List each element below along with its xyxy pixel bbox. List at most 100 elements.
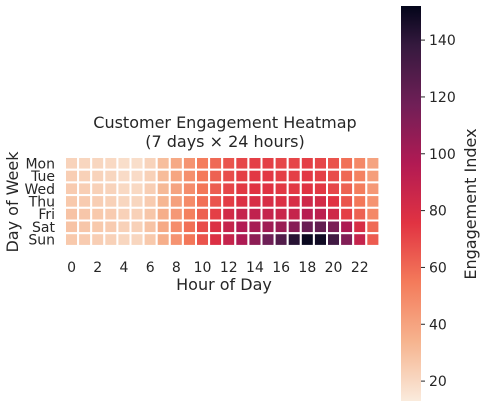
heatmap-cell-mon-12 bbox=[221, 156, 237, 171]
heatmap-cell-wed-15 bbox=[260, 181, 276, 197]
heatmap-cell-wed-21 bbox=[339, 181, 355, 197]
x-tick-label-22: 22 bbox=[351, 260, 369, 276]
colorbar-tick-label-140: 140 bbox=[429, 33, 456, 49]
heatmap-cell-sat-11 bbox=[208, 219, 224, 235]
heatmap-cell-wed-20 bbox=[326, 181, 342, 197]
heatmap-cell-tue-0 bbox=[64, 168, 80, 184]
heatmap-cell-tue-12 bbox=[221, 168, 237, 184]
heatmap-cell-sun-6 bbox=[142, 232, 158, 247]
heatmap-cell-thu-11 bbox=[208, 194, 224, 209]
heatmap-cell-wed-5 bbox=[129, 181, 145, 197]
colorbar-tick-label-100: 100 bbox=[429, 147, 456, 163]
x-tick-label-20: 20 bbox=[325, 260, 343, 276]
heatmap-cell-wed-8 bbox=[168, 181, 184, 197]
heatmap-cell-wed-3 bbox=[103, 181, 119, 197]
heatmap-cell-wed-10 bbox=[195, 181, 211, 197]
heatmap-cell-thu-10 bbox=[195, 194, 211, 209]
x-tick-label-6: 6 bbox=[146, 260, 155, 276]
heatmap-cell-tue-15 bbox=[260, 168, 276, 184]
heatmap-cell-thu-17 bbox=[286, 194, 302, 209]
heatmap-cell-sat-23 bbox=[365, 219, 381, 235]
heatmap-cell-thu-4 bbox=[116, 194, 132, 209]
heatmap-cell-wed-16 bbox=[273, 181, 289, 197]
heatmap-cell-sat-13 bbox=[234, 219, 250, 235]
y-tick-label-mon: Mon bbox=[25, 156, 55, 172]
heatmap-cell-wed-9 bbox=[181, 181, 197, 197]
x-tick-label-8: 8 bbox=[172, 260, 181, 276]
heatmap-cell-wed-19 bbox=[312, 181, 328, 197]
x-tick-label-16: 16 bbox=[272, 260, 290, 276]
heatmap-cell-mon-2 bbox=[90, 156, 106, 171]
x-tick-label-14: 14 bbox=[246, 260, 264, 276]
heatmap-cell-wed-1 bbox=[77, 181, 93, 197]
heatmap-cell-sat-19 bbox=[312, 219, 328, 235]
heatmap-cell-sat-15 bbox=[260, 219, 276, 235]
heatmap-cell-mon-5 bbox=[129, 156, 145, 171]
heatmap-cell-mon-23 bbox=[365, 156, 381, 171]
heatmap-cell-thu-6 bbox=[142, 194, 158, 209]
heatmap-cell-sun-7 bbox=[155, 232, 171, 247]
heatmap-cell-tue-20 bbox=[326, 168, 342, 184]
heatmap-cell-thu-2 bbox=[90, 194, 106, 209]
heatmap-cell-tue-19 bbox=[312, 168, 328, 184]
y-tick-label-tue: Tue bbox=[30, 169, 55, 185]
heatmap-cell-tue-6 bbox=[142, 168, 158, 184]
heatmap-cell-tue-16 bbox=[273, 168, 289, 184]
heatmap-cell-sun-22 bbox=[352, 232, 368, 247]
heatmap-cell-tue-9 bbox=[181, 168, 197, 184]
heatmap-cell-sun-8 bbox=[168, 232, 184, 247]
y-tick-label-thu: Thu bbox=[28, 194, 55, 210]
heatmap-cell-tue-21 bbox=[339, 168, 355, 184]
x-tick-label-4: 4 bbox=[119, 260, 128, 276]
colorbar-tick-label-60: 60 bbox=[429, 260, 447, 276]
heatmap-cell-mon-20 bbox=[326, 156, 342, 171]
heatmap-cell-mon-13 bbox=[234, 156, 250, 171]
heatmap-cell-sun-11 bbox=[208, 232, 224, 247]
heatmap-cell-sun-18 bbox=[299, 232, 315, 247]
heatmap-cell-fri-3 bbox=[103, 206, 119, 222]
y-axis-label: Day of Week bbox=[3, 151, 22, 253]
heatmap-cell-fri-14 bbox=[247, 206, 263, 222]
heatmap-cell-tue-4 bbox=[116, 168, 132, 184]
heatmap-cell-fri-2 bbox=[90, 206, 106, 222]
heatmap-cell-sun-14 bbox=[247, 232, 263, 247]
heatmap-cell-tue-7 bbox=[155, 168, 171, 184]
y-tick-label-sat: Sat bbox=[32, 220, 55, 236]
heatmap-cell-fri-5 bbox=[129, 206, 145, 222]
chart-subtitle: (7 days × 24 hours) bbox=[145, 132, 305, 151]
heatmap-cell-thu-0 bbox=[64, 194, 80, 209]
heatmap-cell-wed-0 bbox=[64, 181, 80, 197]
heatmap-cell-fri-13 bbox=[234, 206, 250, 222]
heatmap-cell-sun-9 bbox=[181, 232, 197, 247]
heatmap-cell-tue-10 bbox=[195, 168, 211, 184]
heatmap-cell-tue-18 bbox=[299, 168, 315, 184]
heatmap-cell-sat-22 bbox=[352, 219, 368, 235]
heatmap-cell-sun-16 bbox=[273, 232, 289, 247]
heatmap-cell-sat-14 bbox=[247, 219, 263, 235]
chart-title: Customer Engagement Heatmap bbox=[93, 113, 356, 132]
heatmap-cell-sat-8 bbox=[168, 219, 184, 235]
heatmap-cell-sat-6 bbox=[142, 219, 158, 235]
heatmap-cell-tue-23 bbox=[365, 168, 381, 184]
heatmap-cell-sat-0 bbox=[64, 219, 80, 235]
heatmap-cell-thu-3 bbox=[103, 194, 119, 209]
heatmap-cell-thu-20 bbox=[326, 194, 342, 209]
heatmap-cell-tue-2 bbox=[90, 168, 106, 184]
heatmap-cell-sun-5 bbox=[129, 232, 145, 247]
colorbar-tick-label-80: 80 bbox=[429, 204, 447, 220]
heatmap-cell-tue-3 bbox=[103, 168, 119, 184]
heatmap-cell-wed-18 bbox=[299, 181, 315, 197]
heatmap-cell-fri-19 bbox=[312, 206, 328, 222]
heatmap-cell-tue-1 bbox=[77, 168, 93, 184]
heatmap-cell-mon-11 bbox=[208, 156, 224, 171]
heatmap-cell-thu-13 bbox=[234, 194, 250, 209]
heatmap-cell-sun-2 bbox=[90, 232, 106, 247]
heatmap-cell-sat-21 bbox=[339, 219, 355, 235]
heatmap-cell-wed-7 bbox=[155, 181, 171, 197]
heatmap-cell-fri-6 bbox=[142, 206, 158, 222]
x-tick-label-0: 0 bbox=[67, 260, 76, 276]
heatmap-cell-fri-8 bbox=[168, 206, 184, 222]
heatmap-cell-thu-14 bbox=[247, 194, 263, 209]
heatmap-cell-thu-9 bbox=[181, 194, 197, 209]
